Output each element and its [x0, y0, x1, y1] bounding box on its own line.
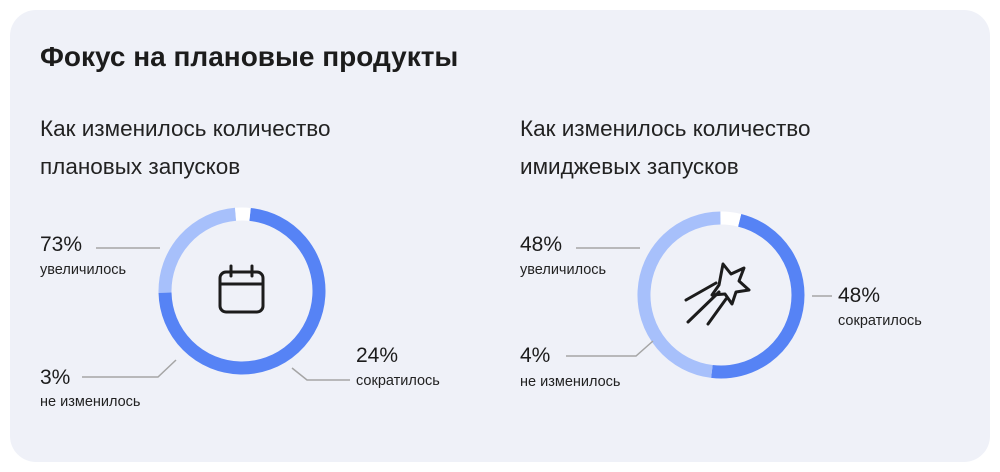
chart-1-increased-label: увеличилось [40, 262, 127, 278]
chart-2-increased-label: увеличилось [520, 262, 607, 278]
shooting-star-icon [684, 262, 751, 326]
chart-1-increased-value: 73% [40, 233, 83, 256]
chart-2-increased-value: 48% [520, 233, 563, 256]
chart-1-decreased-leader [291, 367, 350, 381]
chart-2-slice-increased [711, 213, 805, 379]
page-title: Фокус на плановые продукты [40, 41, 459, 72]
donut-chart-2 [637, 211, 805, 379]
chart-1-decreased-value: 24% [356, 344, 399, 367]
chart-2-title: Как изменилось количество имиджевых запу… [520, 116, 811, 179]
chart-1-unchanged-leader [82, 359, 177, 378]
infographic-card [10, 10, 990, 462]
chart-2-unchanged-value: 4% [520, 344, 551, 367]
chart-1-slice-decreased [158, 207, 237, 293]
chart-2-decreased-value: 48% [838, 284, 881, 307]
chart-1-title: Как изменилось количество плановых запус… [40, 116, 331, 179]
chart-1-unchanged-value: 3% [40, 366, 71, 389]
chart-2-decreased-label: сократилось [838, 313, 922, 329]
chart-1-slice-increased [158, 207, 326, 375]
chart-2-slice-unchanged [720, 211, 742, 227]
chart-2-unchanged-leader [566, 340, 654, 357]
chart-2-unchanged-label: не изменилось [520, 374, 621, 390]
calendar-icon [218, 264, 265, 314]
chart-1-unchanged-label: не изменилось [40, 394, 141, 410]
chart-1-decreased-label: сократилось [356, 373, 440, 389]
chart-2-slice-decreased [637, 211, 721, 378]
donut-chart-1 [158, 207, 326, 375]
